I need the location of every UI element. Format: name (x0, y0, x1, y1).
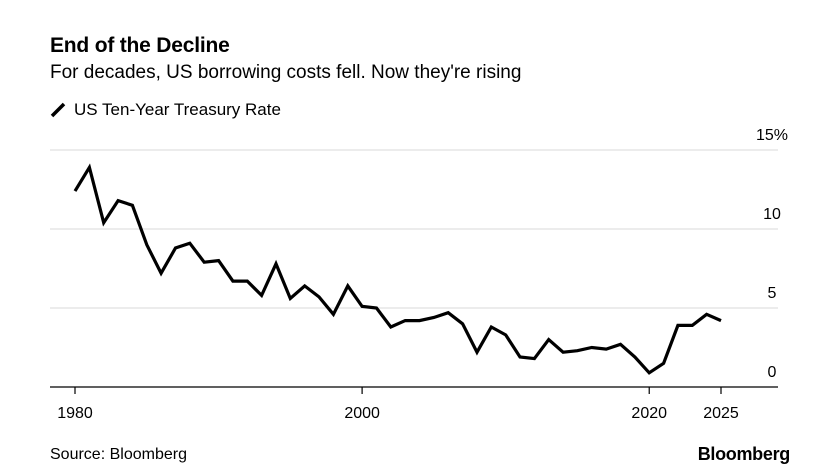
y-tick-label: 15% (756, 127, 788, 144)
legend-line-icon (50, 102, 66, 118)
x-tick-label: 2025 (703, 405, 739, 422)
grid-lines (50, 149, 778, 309)
y-tick-label: 0 (768, 364, 777, 381)
series-line-treasury-rate (73, 163, 722, 375)
chart-subtitle: For decades, US borrowing costs fell. No… (50, 62, 522, 83)
y-axis-ticks: 0 5 10 15% (756, 127, 788, 381)
y-tick-label: 10 (763, 206, 781, 223)
x-tick-label: 1980 (57, 405, 93, 422)
series-layer (73, 163, 722, 375)
bloomberg-logo: Bloomberg (697, 444, 791, 464)
legend-label: US Ten-Year Treasury Rate (74, 100, 281, 119)
y-tick-label: 5 (768, 285, 777, 302)
x-axis: 1980 2000 2020 2025 (50, 386, 778, 422)
x-tick-label: 2000 (344, 405, 380, 422)
legend: US Ten-Year Treasury Rate (50, 100, 281, 120)
x-tick-label: 2020 (631, 405, 667, 422)
chart-title: End of the Decline (50, 34, 230, 57)
source-note: Source: Bloomberg (50, 446, 187, 463)
